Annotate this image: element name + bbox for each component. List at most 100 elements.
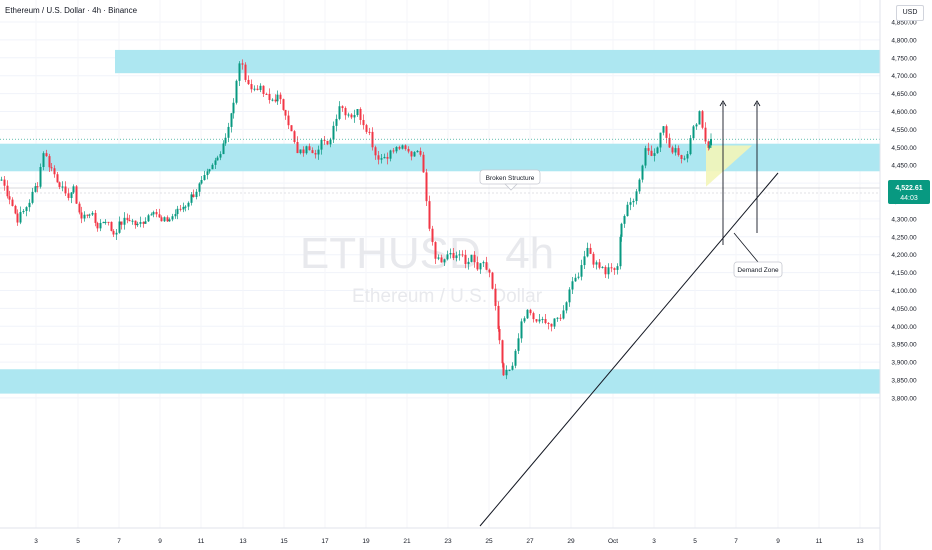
- broken-structure-pointer: [504, 183, 518, 191]
- zone-support: [0, 369, 880, 394]
- candle-up: [25, 207, 28, 211]
- candle-down: [610, 267, 613, 269]
- candle-down: [323, 139, 326, 141]
- candle-down: [589, 247, 592, 254]
- x-tick-label: 25: [485, 538, 493, 545]
- candle-up: [601, 266, 604, 268]
- candle-down: [53, 168, 56, 175]
- candle-up: [235, 80, 238, 103]
- candle-up: [332, 125, 335, 140]
- candle-up: [305, 146, 308, 154]
- y-tick-label: 4,450.00: [891, 163, 917, 170]
- candle-down: [704, 127, 707, 142]
- currency-button[interactable]: USD: [896, 5, 924, 21]
- y-tick-label: 4,850.00: [891, 20, 917, 27]
- x-tick-label: 5: [693, 538, 697, 545]
- candle-down: [491, 272, 494, 289]
- candle-up: [638, 179, 641, 192]
- candle-down: [247, 79, 250, 85]
- candle-down: [350, 114, 353, 118]
- candle-down: [256, 88, 259, 90]
- candle-up: [458, 254, 461, 256]
- y-tick-label: 4,600.00: [891, 109, 917, 116]
- last-price-value: 4,522.61: [895, 185, 922, 192]
- candle-down: [134, 220, 137, 226]
- candle-up: [176, 208, 179, 215]
- candle-up: [470, 254, 473, 262]
- candle-up: [686, 154, 689, 159]
- candle-up: [88, 214, 91, 216]
- candle-up: [662, 126, 665, 133]
- candlestick-series: [0, 59, 712, 380]
- candle-down: [547, 322, 550, 324]
- candle-down: [112, 230, 115, 235]
- candle-down: [529, 309, 532, 314]
- candle-down: [3, 179, 6, 186]
- candle-up: [568, 289, 571, 303]
- candle-down: [120, 221, 123, 225]
- candle-up: [629, 202, 632, 205]
- candle-down: [128, 220, 131, 222]
- candle-up: [0, 179, 3, 181]
- candle-up: [580, 265, 583, 277]
- demand-zone-box: [733, 261, 783, 278]
- y-tick-label: 3,800.00: [891, 395, 917, 402]
- x-tick-label: 7: [734, 538, 738, 545]
- candle-down: [274, 99, 277, 102]
- candle-up: [338, 106, 341, 119]
- candle-up: [583, 256, 586, 266]
- candle-down: [422, 154, 425, 173]
- candle-up: [538, 319, 541, 322]
- candle-up: [626, 204, 629, 217]
- candle-up: [131, 220, 134, 222]
- candle-down: [398, 147, 401, 149]
- candle-down: [497, 305, 500, 330]
- overlay-drawings: [0, 100, 880, 527]
- candle-down: [290, 125, 293, 132]
- candle-down: [244, 64, 247, 80]
- candle-up: [623, 216, 626, 224]
- candle-down: [64, 186, 67, 194]
- candle-down: [386, 156, 389, 159]
- candle-down: [377, 155, 380, 160]
- candle-up: [259, 85, 262, 90]
- x-tick-label: 19: [362, 538, 370, 545]
- candle-down: [160, 217, 163, 222]
- candle-up: [467, 261, 470, 265]
- candle-down: [464, 254, 467, 265]
- candle-down: [86, 214, 89, 216]
- candle-up: [184, 206, 187, 208]
- candle-down: [461, 254, 464, 256]
- candle-up: [70, 192, 73, 198]
- candle-up: [187, 202, 190, 207]
- candle-up: [182, 206, 185, 210]
- candle-down: [284, 109, 287, 116]
- candle-up: [698, 111, 701, 125]
- candle-down: [166, 217, 169, 222]
- candle-down: [268, 93, 271, 101]
- x-tick-label: 13: [239, 538, 247, 545]
- candle-down: [250, 84, 253, 90]
- candle-down: [650, 150, 653, 156]
- last-price-tag: 4,522.61 44:03: [888, 180, 930, 204]
- candle-up: [401, 145, 404, 149]
- candle-down: [410, 151, 413, 157]
- candle-down: [94, 212, 97, 223]
- candle-up: [238, 63, 241, 81]
- candle-down: [428, 201, 431, 229]
- candle-down: [36, 186, 39, 188]
- candle-up: [118, 221, 121, 233]
- candle-down: [365, 125, 368, 132]
- candle-up: [190, 194, 193, 203]
- x-tick-label: 11: [816, 538, 823, 545]
- candle-up: [28, 202, 31, 208]
- candle-down: [501, 340, 504, 364]
- candle-up: [416, 150, 419, 153]
- candle-down: [668, 137, 671, 148]
- broken-structure-label: Broken Structure: [486, 175, 535, 182]
- candle-down: [532, 313, 535, 320]
- candle-down: [371, 131, 374, 148]
- candle-down: [362, 119, 365, 126]
- candle-down: [404, 145, 407, 150]
